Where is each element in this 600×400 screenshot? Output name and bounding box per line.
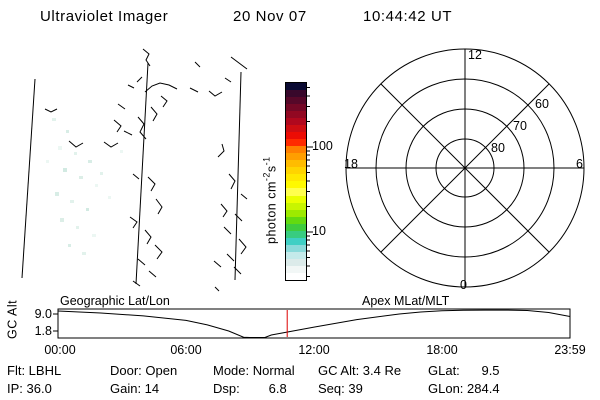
mlat-ring-label-60: 60 xyxy=(535,97,549,111)
status-ip: IP: 36.0 xyxy=(7,381,52,396)
app-title: Ultraviolet Imager xyxy=(40,8,169,25)
orbit-altitude-chart xyxy=(53,308,571,339)
orbit-y-axis-label: GC Alt xyxy=(5,299,20,339)
polar-dial-plot: 12 18 6 0 60 70 80 xyxy=(344,48,585,292)
colorbar-tick-label: 100 xyxy=(312,139,333,153)
orbit-title-geographic: Geographic Lat/Lon xyxy=(60,294,170,308)
colorbar-tick-label: 10 xyxy=(312,224,326,238)
orbit-x-tick-1800: 18:00 xyxy=(426,343,458,357)
orbit-y-tick-9: 9.0 xyxy=(34,307,52,321)
orbit-curve xyxy=(57,309,571,338)
coastline-fragments xyxy=(44,48,248,292)
orbit-title-apex: Apex MLat/MLT xyxy=(362,294,450,308)
mlat-ring-label-70: 70 xyxy=(513,119,527,133)
orbit-x-tick-0600: 06:00 xyxy=(170,343,202,357)
orbit-x-tick-2359: 23:59 xyxy=(554,343,586,357)
mlt-label-6: 6 xyxy=(576,157,583,171)
mlt-label-0: 0 xyxy=(460,278,467,292)
status-seq: Seq: 39 xyxy=(318,381,363,396)
mlt-label-18: 18 xyxy=(344,157,358,171)
orbit-x-tick-1200: 12:00 xyxy=(298,343,330,357)
meridian-lines xyxy=(21,56,248,285)
status-gain: Gain: 14 xyxy=(110,381,160,396)
colorbar-unit-label: photon cm-2s-1 xyxy=(261,156,279,244)
status-gc-alt: GC Alt: 3.4 Re xyxy=(318,363,402,378)
status-mode: Mode: Normal xyxy=(213,363,295,378)
status-door: Door: Open xyxy=(110,363,178,378)
mlat-ring-label-80: 80 xyxy=(491,141,505,155)
colorbar-gradient xyxy=(285,82,307,281)
date-readout: 20 Nov 07 xyxy=(233,8,307,25)
status-flt: Flt: LBHL xyxy=(7,363,62,378)
status-dsp: Dsp: 6.8 xyxy=(213,381,287,396)
status-glat: GLat: 9.5 xyxy=(428,363,500,378)
mlt-label-12: 12 xyxy=(468,48,482,62)
orbit-y-tick-1-8: 1.8 xyxy=(34,324,52,338)
geographic-image-panel xyxy=(21,48,248,292)
orbit-x-tick-0000: 00:00 xyxy=(44,343,76,357)
time-readout: 10:44:42 UT xyxy=(363,8,453,25)
status-glon: GLon: 284.4 xyxy=(428,381,500,396)
colorbar-ticks xyxy=(307,87,313,277)
uv-image-faint-pixels xyxy=(46,118,123,255)
